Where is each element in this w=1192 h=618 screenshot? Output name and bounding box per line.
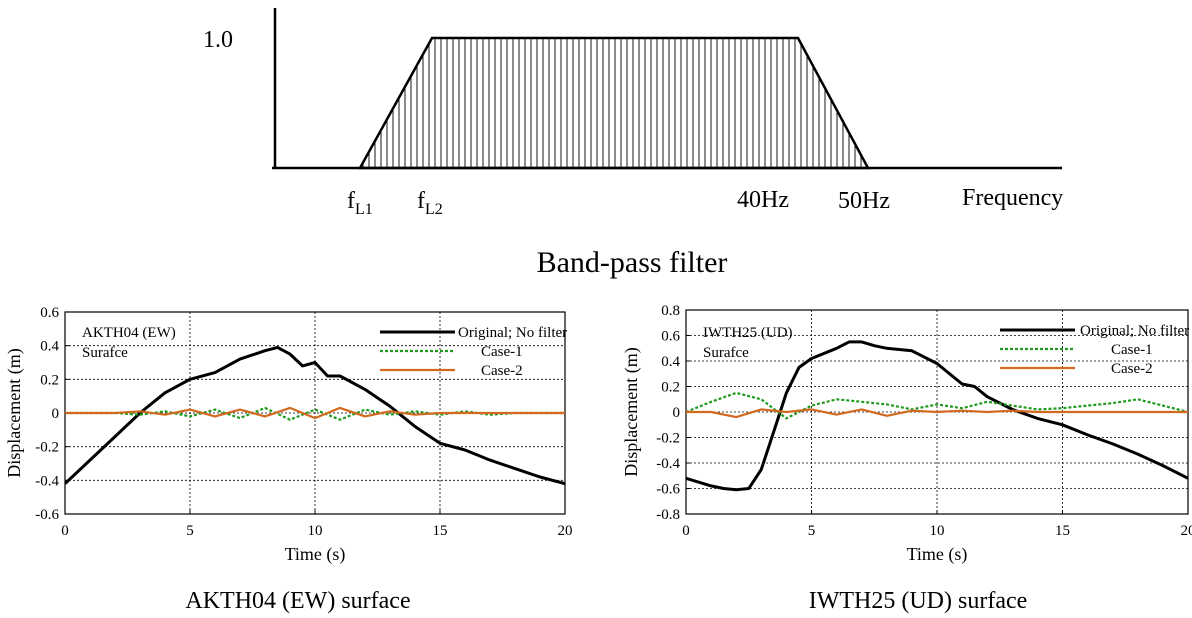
y-tick-label: 0.2 bbox=[661, 380, 680, 396]
y-tick-label: -0.6 bbox=[656, 482, 680, 498]
filter-passband-trapezoid bbox=[357, 36, 871, 170]
plot-annotation: Surafce bbox=[703, 345, 749, 361]
x-tick-label: 10 bbox=[308, 523, 323, 539]
x-tick-label: 10 bbox=[930, 523, 945, 539]
y-tick-label: 0.4 bbox=[40, 339, 59, 355]
x-tick-label: 15 bbox=[433, 523, 448, 539]
x-tick-label: 0 bbox=[682, 523, 690, 539]
x-tick-label: 5 bbox=[186, 523, 194, 539]
chart-caption: IWTH25 (UD) surface bbox=[809, 588, 1028, 614]
plot-annotation: IWTH25 (UD) bbox=[703, 325, 793, 341]
filter-tick-fl1: fL1 bbox=[347, 188, 373, 218]
y-tick-label: 0 bbox=[52, 406, 60, 422]
filter-x-axis-label: Frequency bbox=[962, 185, 1063, 211]
series-line-case-2 bbox=[65, 406, 565, 420]
legend-label: Case-1 bbox=[1111, 342, 1153, 358]
x-axis-label: Time (s) bbox=[285, 544, 346, 565]
x-axis-label: Time (s) bbox=[907, 544, 968, 565]
filter-diagram: 1.0 fL1 fL2 40Hz 50Hz Frequency Band-pas… bbox=[203, 8, 1063, 279]
plot-annotation: Surafce bbox=[82, 345, 128, 361]
chart-akth04: 0 5 10 15 20 -0.6 -0.4 -0.2 0 0.2 0.4 0.6 Time (s) Di… bbox=[4, 305, 573, 614]
legend-label: Case-2 bbox=[481, 363, 523, 379]
x-tick-label: 5 bbox=[808, 523, 816, 539]
series-line-case-2 bbox=[686, 408, 1188, 419]
y-tick-label: -0.2 bbox=[656, 431, 680, 447]
legend-label: Original; No filter bbox=[458, 325, 567, 341]
chart-caption: AKTH04 (EW) surface bbox=[185, 588, 410, 614]
y-tick-label: 0.2 bbox=[40, 372, 59, 388]
series-line-original bbox=[65, 345, 565, 486]
y-tick-label: 0.6 bbox=[40, 305, 59, 321]
x-tick-label: 15 bbox=[1055, 523, 1070, 539]
legend-label: Case-2 bbox=[1111, 361, 1153, 377]
filter-tick-fl2: fL2 bbox=[417, 188, 443, 218]
y-tick-label: -0.4 bbox=[656, 456, 680, 472]
legend-label: Case-1 bbox=[481, 344, 523, 360]
series-line-original bbox=[686, 340, 1188, 492]
plot-annotation: AKTH04 (EW) bbox=[82, 325, 176, 341]
legend-label: Original; No filter bbox=[1080, 323, 1189, 339]
y-tick-label: 0.6 bbox=[661, 329, 680, 345]
y-tick-label: -0.6 bbox=[35, 507, 59, 523]
x-tick-label: 20 bbox=[1181, 523, 1192, 539]
series-line-case-1 bbox=[686, 391, 1188, 420]
y-tick-label: 0.4 bbox=[661, 354, 680, 370]
y-axis-label: Displacement (m) bbox=[4, 348, 25, 477]
chart-iwth25: 0 5 10 15 20 -0.8 -0.6 -0.4 -0.2 0 0.2 0.4 0.6 0.8 Tim… bbox=[621, 303, 1192, 614]
y-tick-label: -0.8 bbox=[656, 507, 680, 523]
filter-tick-50hz: 50Hz bbox=[838, 188, 890, 214]
y-tick-label: 0.8 bbox=[661, 303, 680, 319]
y-tick-label: -0.2 bbox=[35, 440, 59, 456]
filter-tick-40hz: 40Hz bbox=[737, 187, 789, 213]
x-tick-label: 20 bbox=[558, 523, 573, 539]
x-tick-label: 0 bbox=[61, 523, 69, 539]
y-tick-label: 0 bbox=[673, 405, 681, 421]
filter-y-value-label: 1.0 bbox=[203, 27, 233, 53]
y-axis-label: Displacement (m) bbox=[621, 347, 642, 476]
series-line-case-1 bbox=[65, 406, 565, 421]
y-tick-label: -0.4 bbox=[35, 473, 59, 489]
filter-caption: Band-pass filter bbox=[537, 246, 728, 279]
